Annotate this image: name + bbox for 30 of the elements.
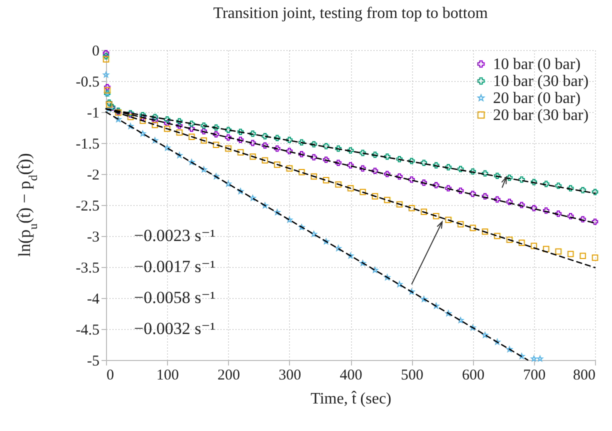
- y-tick-label: -5: [87, 354, 100, 370]
- y-tick-label: -3: [87, 230, 100, 246]
- x-tick-label: 300: [278, 368, 302, 384]
- y-tick-label: -0.5: [76, 74, 100, 90]
- x-tick-label: 100: [156, 368, 179, 384]
- x-tick-label: 800: [573, 368, 596, 384]
- legend-label: 20 bar (0 bar): [493, 90, 581, 107]
- x-tick-label: 700: [523, 368, 546, 384]
- legend-label: 10 bar (30 bar): [493, 73, 589, 90]
- y-tick-label: -4: [87, 292, 100, 308]
- y-tick-label: -1: [87, 106, 100, 122]
- legend-label: 20 bar (30 bar): [493, 107, 589, 124]
- x-tick-label: 200: [218, 368, 240, 384]
- y-tick-label: -4.5: [76, 322, 100, 338]
- y-tick-label: -2: [87, 168, 100, 184]
- legend-label: 10 bar (0 bar): [493, 56, 581, 73]
- chart-title: Transition joint, testing from top to bottom: [213, 5, 488, 22]
- annotation: −0.0032 s⁻¹: [134, 319, 216, 338]
- annotation: −0.0023 s⁻¹: [134, 226, 216, 245]
- y-tick-label: -3.5: [76, 260, 100, 276]
- annotation: −0.0058 s⁻¹: [134, 288, 216, 307]
- x-tick-label: 400: [340, 368, 362, 384]
- y-tick-label: -1.5: [76, 136, 100, 152]
- x-axis-title: Time, t̂ (sec): [310, 390, 392, 408]
- x-tick-label: 0: [106, 368, 114, 384]
- annotation: −0.0017 s⁻¹: [134, 257, 216, 276]
- y-tick-label: 0: [92, 44, 100, 60]
- y-tick-label: -2.5: [76, 198, 100, 214]
- x-tick-label: 600: [462, 368, 484, 384]
- x-tick-label: 500: [400, 368, 424, 384]
